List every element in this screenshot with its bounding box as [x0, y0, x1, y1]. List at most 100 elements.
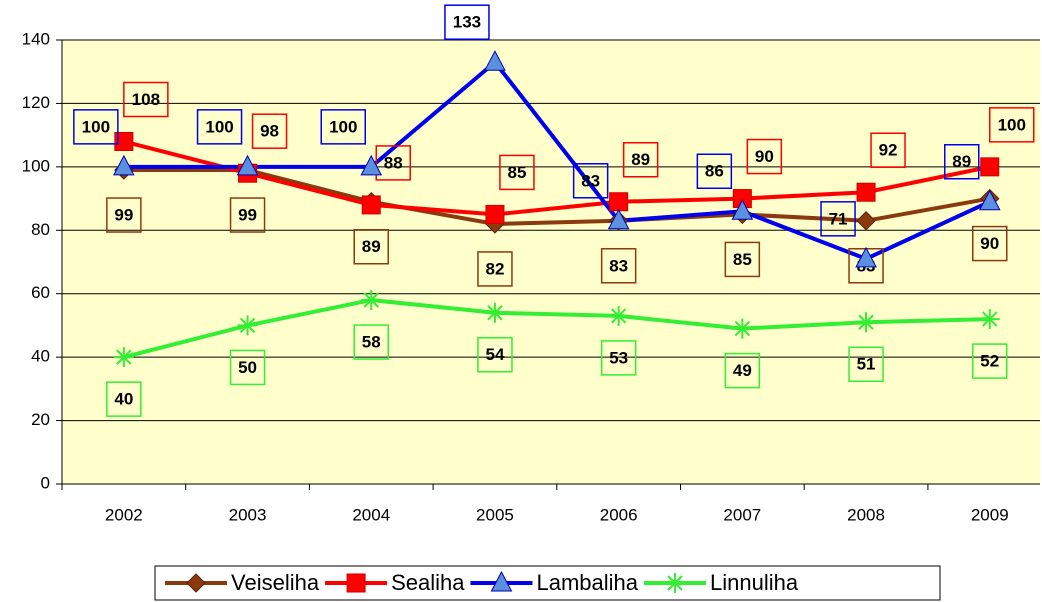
y-tick-label: 0 [41, 473, 50, 492]
legend-marker [186, 573, 206, 593]
data-label: 100 [329, 117, 357, 136]
data-point [607, 208, 630, 230]
data-label-box [989, 107, 1035, 143]
x-tick-label: 2004 [352, 505, 390, 524]
data-point [978, 189, 1001, 211]
data-label-box [444, 4, 490, 40]
data-label: 71 [829, 209, 848, 228]
data-point [114, 131, 134, 151]
data-label: 83 [609, 256, 628, 275]
y-tick-label: 140 [22, 29, 50, 48]
data-label-box [106, 381, 142, 417]
legend-box [154, 565, 941, 601]
y-tick-label: 120 [22, 93, 50, 112]
data-label: 88 [384, 153, 403, 172]
data-label: 82 [485, 259, 504, 278]
data-label: 99 [114, 206, 133, 225]
legend-label: Sealiha [391, 570, 465, 595]
y-tick-label: 80 [31, 220, 50, 239]
x-tick-label: 2002 [105, 505, 143, 524]
data-label: 83 [581, 171, 600, 190]
data-point [856, 211, 876, 231]
data-label: 99 [238, 206, 257, 225]
data-label: 100 [82, 117, 110, 136]
data-label: 49 [733, 361, 752, 380]
data-label: 108 [132, 90, 160, 109]
data-point [732, 318, 753, 339]
x-tick-label: 2003 [229, 505, 267, 524]
data-label: 58 [362, 333, 381, 352]
data-label-box [944, 143, 980, 180]
data-label-box [499, 154, 535, 191]
data-label-box [229, 349, 266, 386]
data-label: 89 [952, 152, 971, 171]
data-point [113, 347, 134, 368]
legend: Veiseliha Sealiha Lambaliha Linnuliha [154, 565, 941, 601]
legend-label: Linnuliha [710, 570, 799, 595]
data-label-box [73, 109, 119, 145]
data-point [113, 154, 135, 176]
legend-marker [490, 570, 513, 592]
y-tick-label: 20 [31, 410, 50, 429]
data-point [980, 157, 1000, 177]
data-point [236, 154, 259, 176]
series-line [123, 139, 991, 217]
data-label-box [870, 132, 906, 168]
data-point [731, 199, 754, 220]
data-point [485, 204, 505, 224]
data-point [360, 154, 383, 176]
series-line [123, 298, 990, 360]
data-label-box [746, 138, 783, 175]
data-label: 86 [705, 162, 724, 181]
data-label: 85 [733, 250, 752, 269]
series-line [123, 59, 991, 261]
legend-marker [664, 573, 685, 593]
data-label: 51 [857, 355, 876, 374]
data-label-box [106, 197, 142, 233]
data-label: 50 [238, 358, 257, 377]
data-point [484, 50, 506, 71]
data-label: 89 [362, 237, 381, 256]
data-label: 100 [205, 117, 233, 136]
x-tick-label: 2005 [476, 505, 514, 524]
data-label: 100 [998, 115, 1026, 134]
data-label-box [123, 81, 169, 118]
plot-area [62, 40, 1040, 484]
y-tick-label: 60 [31, 283, 50, 302]
legend-label: Lambaliha [536, 570, 638, 595]
data-point [361, 290, 382, 311]
data-label-box [477, 336, 513, 373]
data-point [609, 192, 629, 212]
data-label: 54 [485, 345, 504, 364]
y-tick-label: 100 [22, 156, 50, 175]
data-point [856, 182, 876, 202]
data-point [855, 246, 877, 268]
data-label-box [375, 145, 411, 181]
x-tick-label: 2009 [971, 505, 1009, 524]
data-label-box [972, 225, 1008, 262]
data-point [979, 309, 1000, 330]
data-label: 89 [631, 150, 650, 169]
data-point [484, 302, 505, 323]
data-label-box [972, 343, 1008, 379]
data-label-box [724, 241, 761, 278]
series-line [123, 168, 991, 226]
data-point [237, 315, 258, 336]
data-label-box [622, 141, 659, 178]
data-label-box [600, 248, 637, 284]
data-label-box [320, 109, 366, 145]
data-label-box [353, 228, 389, 265]
data-label: 90 [755, 147, 774, 166]
data-label-box [724, 352, 761, 389]
data-label: 85 [507, 163, 526, 182]
legend-label: Veiseliha [231, 570, 320, 595]
data-label-box [251, 113, 288, 149]
data-label-box [229, 197, 266, 233]
data-label-box [196, 109, 243, 145]
legend-marker [346, 573, 366, 593]
data-label-box [820, 201, 856, 237]
data-label-box [848, 346, 884, 383]
data-point [608, 305, 629, 326]
